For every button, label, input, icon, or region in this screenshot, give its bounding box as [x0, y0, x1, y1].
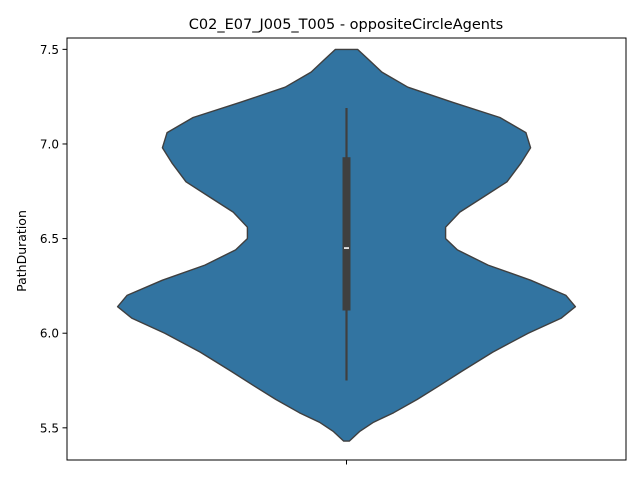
- y-tick-label: 7.0: [40, 137, 59, 151]
- y-tick-label: 5.5: [40, 421, 59, 435]
- y-axis-label: PathDuration: [14, 210, 29, 292]
- iqr-box: [342, 157, 351, 311]
- y-tick-label: 6.5: [40, 232, 59, 246]
- y-tick-label: 6.0: [40, 327, 59, 341]
- chart-title: C02_E07_J005_T005 - oppositeCircleAgents: [189, 17, 503, 33]
- y-tick-label: 7.5: [40, 43, 59, 57]
- y-axis: 5.5 6.0 6.5 7.0 7.5: [40, 43, 67, 435]
- plot-area: [66, 37, 627, 461]
